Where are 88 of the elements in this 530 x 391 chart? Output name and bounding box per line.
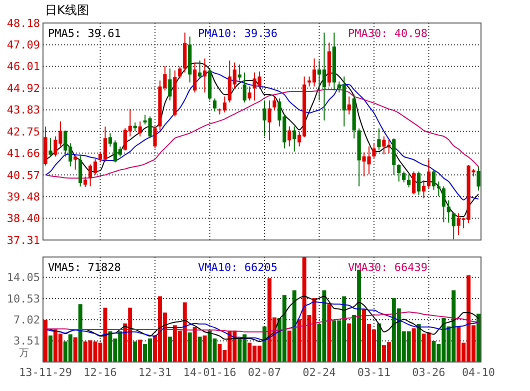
candlestick — [168, 68, 172, 101]
bar — [476, 314, 480, 362]
text: VMA10: 66205 — [198, 261, 278, 274]
y-tick-label: 7.02 — [14, 314, 40, 327]
bar — [412, 328, 416, 362]
candlestick — [238, 64, 242, 81]
line-series — [44, 70, 480, 200]
candlestick — [407, 174, 411, 188]
x-tick-label: 12-31 — [138, 366, 172, 379]
bar — [376, 323, 381, 362]
candlestick — [476, 166, 480, 191]
y-tick-label: 39.48 — [6, 190, 40, 204]
line-series — [44, 311, 480, 332]
bar — [188, 332, 192, 362]
candlestick — [402, 171, 406, 183]
y-tick-label: 44.92 — [6, 82, 40, 95]
y-tick-label: 38.40 — [6, 212, 40, 226]
bar — [73, 337, 78, 362]
bar — [292, 290, 296, 362]
x-tick-label: 03-26 — [412, 366, 446, 379]
candlestick — [416, 171, 421, 196]
candlestick — [74, 154, 78, 170]
candlestick — [272, 96, 276, 111]
candlestick — [268, 100, 272, 141]
candlestick — [84, 176, 88, 188]
candlestick — [248, 86, 252, 101]
text: VMA5: 71828 — [48, 261, 121, 274]
candlestick — [397, 164, 401, 182]
y-tick-label: 43.83 — [6, 104, 40, 117]
bar — [347, 323, 352, 362]
candlestick — [292, 126, 296, 152]
chart-title: 日K线图 — [45, 3, 89, 17]
bar — [133, 342, 138, 362]
text: PMA5: 39.61 — [48, 27, 121, 40]
candlestick — [153, 126, 157, 149]
candlestick — [446, 200, 450, 224]
y-tick-label: 10.53 — [6, 292, 40, 306]
bar — [78, 304, 82, 362]
y-tick-label: 3.51 — [14, 334, 40, 348]
candlestick — [138, 120, 142, 137]
candlestick — [347, 96, 351, 115]
candlestick — [242, 72, 246, 103]
candlestick — [198, 60, 202, 79]
candlestick — [193, 62, 197, 93]
bar — [138, 340, 142, 362]
candlestick — [262, 100, 266, 137]
y-tick-label: 42.75 — [6, 125, 40, 138]
x-tick-label: 02-24 — [302, 366, 336, 379]
y-tick-label: 46.01 — [6, 60, 40, 74]
text: PMA30: 40.98 — [348, 27, 428, 40]
x-tick-label: 13-11-29 — [18, 366, 72, 379]
text: VMA30: 66439 — [348, 261, 428, 274]
y-tick-label: 37.31 — [6, 234, 40, 247]
bar — [202, 335, 207, 362]
y-tick-label: 47.09 — [6, 38, 40, 52]
candlestick — [372, 142, 376, 159]
bar — [287, 330, 292, 362]
x-tick-label: 02-07 — [248, 366, 282, 379]
y-tick-label: 48.18 — [6, 16, 40, 30]
candlestick — [48, 138, 52, 158]
candlestick — [178, 66, 182, 79]
bar — [327, 304, 332, 362]
y-tick-label: 14.05 — [6, 271, 40, 284]
candlestick — [212, 98, 217, 112]
bar — [44, 320, 48, 362]
candlestick — [377, 128, 381, 151]
x-tick-label: 12-16 — [84, 366, 117, 379]
candlestick — [452, 212, 456, 240]
y-tick-label: 41.66 — [6, 147, 40, 160]
candlestick — [432, 170, 436, 190]
bar — [416, 324, 421, 362]
text: PMA10: 39.36 — [198, 27, 278, 40]
bar — [168, 336, 172, 362]
bar — [192, 327, 197, 362]
y-axis-title: 万 — [19, 348, 29, 359]
x-tick-label: 03-11 — [357, 366, 391, 379]
bar — [262, 326, 266, 362]
candlestick — [202, 58, 207, 93]
y-tick-label: 40.57 — [6, 168, 40, 182]
x-tick-label: 04-10 — [462, 366, 496, 379]
bar — [198, 336, 202, 362]
bar — [48, 335, 52, 362]
candlestick — [78, 154, 82, 187]
candlestick — [288, 126, 292, 147]
candlestick — [442, 186, 446, 223]
x-tick-label: 14-01-16 — [183, 366, 236, 379]
candlestick — [412, 171, 416, 195]
candlestick — [436, 181, 440, 197]
